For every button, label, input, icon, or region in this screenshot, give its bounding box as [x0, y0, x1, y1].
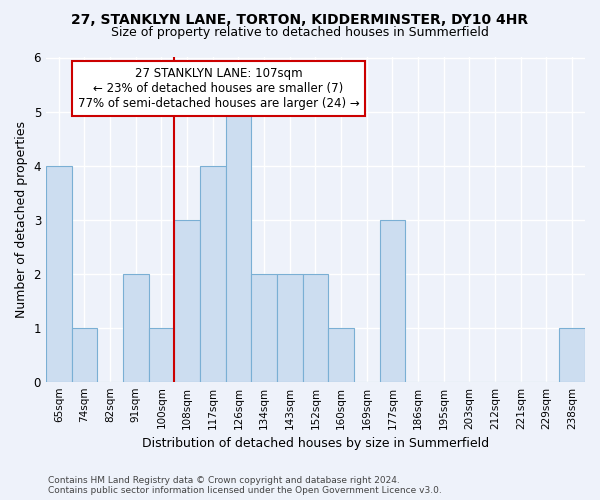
- Bar: [328, 328, 354, 382]
- Text: 27, STANKLYN LANE, TORTON, KIDDERMINSTER, DY10 4HR: 27, STANKLYN LANE, TORTON, KIDDERMINSTER…: [71, 12, 529, 26]
- Text: Contains HM Land Registry data © Crown copyright and database right 2024.
Contai: Contains HM Land Registry data © Crown c…: [48, 476, 442, 495]
- Bar: [200, 166, 226, 382]
- Bar: [302, 274, 328, 382]
- Bar: [46, 166, 71, 382]
- Y-axis label: Number of detached properties: Number of detached properties: [15, 121, 28, 318]
- Bar: [380, 220, 406, 382]
- Bar: [123, 274, 149, 382]
- Bar: [251, 274, 277, 382]
- X-axis label: Distribution of detached houses by size in Summerfield: Distribution of detached houses by size …: [142, 437, 489, 450]
- Bar: [149, 328, 174, 382]
- Bar: [226, 112, 251, 382]
- Bar: [71, 328, 97, 382]
- Text: Size of property relative to detached houses in Summerfield: Size of property relative to detached ho…: [111, 26, 489, 39]
- Bar: [174, 220, 200, 382]
- Text: 27 STANKLYN LANE: 107sqm
← 23% of detached houses are smaller (7)
77% of semi-de: 27 STANKLYN LANE: 107sqm ← 23% of detach…: [77, 67, 359, 110]
- Bar: [559, 328, 585, 382]
- Bar: [277, 274, 302, 382]
